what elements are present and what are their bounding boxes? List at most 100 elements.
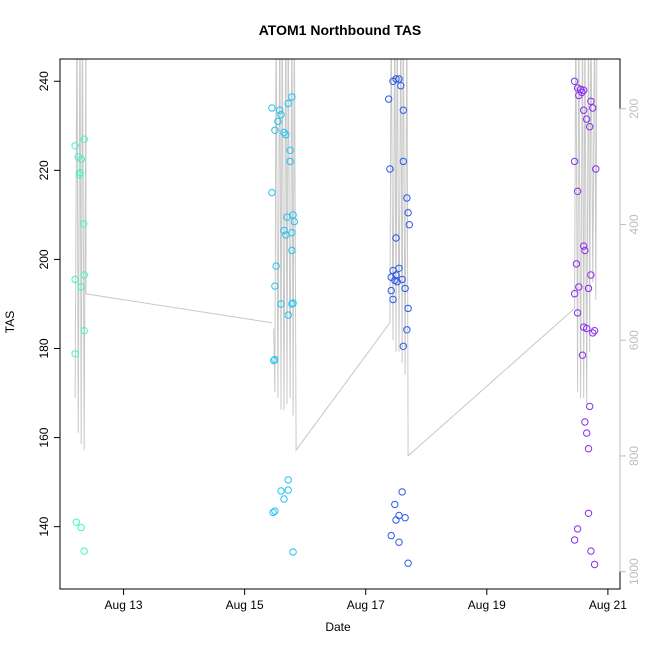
data-points — [71, 75, 600, 569]
data-point — [586, 402, 594, 411]
data-point — [276, 106, 284, 114]
data-point — [403, 194, 411, 202]
data-point — [386, 165, 394, 173]
data-point — [282, 131, 290, 139]
data-point — [277, 487, 285, 495]
altitude-line — [389, 59, 575, 458]
data-point — [268, 104, 276, 112]
x-axis-label: Date — [325, 620, 351, 634]
data-point — [284, 476, 292, 484]
data-point — [284, 486, 292, 494]
x-axis: Aug 13 Aug 15 Aug 17 Aug 19 Aug 21 — [105, 589, 627, 612]
altitude-line — [74, 59, 272, 451]
data-point — [404, 304, 412, 313]
data-point — [271, 282, 279, 290]
x-tick-label: Aug 21 — [589, 598, 627, 612]
data-point — [76, 168, 84, 177]
right-tick-label: 600 — [627, 330, 641, 350]
data-point — [404, 209, 412, 217]
data-point — [392, 234, 400, 242]
data-point — [288, 93, 296, 101]
data-point — [398, 275, 406, 284]
data-point — [399, 342, 407, 350]
data-point — [271, 507, 279, 515]
data-point — [398, 488, 406, 496]
data-point — [401, 514, 409, 522]
plot-frame — [59, 58, 621, 590]
y-tick-label: 140 — [37, 516, 51, 536]
data-point — [575, 283, 583, 291]
data-point — [387, 286, 395, 295]
data-point — [586, 123, 594, 131]
data-point — [581, 246, 589, 255]
data-point — [590, 560, 599, 569]
data-point — [573, 187, 582, 196]
data-point — [392, 75, 400, 83]
data-point — [581, 418, 589, 426]
data-point — [584, 445, 593, 453]
data-point — [570, 536, 579, 544]
data-point — [288, 246, 296, 255]
y-tick-label: 160 — [37, 427, 51, 447]
data-point — [395, 511, 403, 520]
data-point — [580, 106, 588, 114]
data-point — [79, 220, 88, 228]
data-point — [587, 271, 595, 279]
data-point — [77, 155, 85, 163]
data-point — [395, 264, 403, 272]
data-point — [286, 157, 294, 166]
data-point — [277, 300, 285, 308]
data-point — [401, 284, 409, 293]
data-point — [284, 311, 292, 319]
data-point — [71, 142, 79, 150]
data-point — [280, 128, 288, 137]
data-point — [271, 355, 279, 364]
data-point — [570, 290, 579, 298]
data-point — [397, 82, 405, 90]
data-point — [271, 126, 279, 135]
data-point — [80, 547, 88, 555]
data-point — [284, 99, 292, 108]
data-point — [583, 429, 591, 437]
data-point — [274, 117, 282, 126]
data-point — [77, 523, 85, 532]
data-point — [288, 229, 296, 237]
data-point — [578, 351, 587, 359]
data-point — [580, 86, 588, 94]
data-point — [580, 242, 588, 250]
data-point — [584, 509, 593, 517]
data-point — [71, 275, 79, 284]
data-point — [573, 525, 582, 533]
data-point — [268, 188, 276, 197]
data-point — [395, 538, 403, 546]
data-point — [590, 327, 599, 335]
data-point — [392, 516, 400, 524]
data-point — [80, 271, 88, 279]
y-axis-label: TAS — [3, 311, 17, 333]
data-point — [389, 295, 397, 304]
data-point — [286, 146, 294, 155]
data-point — [570, 157, 579, 166]
data-point — [573, 309, 582, 317]
data-point — [277, 111, 285, 119]
data-point — [288, 300, 296, 308]
altitude-lines — [74, 59, 598, 458]
y-tick-label: 220 — [37, 160, 51, 180]
data-point — [399, 106, 407, 114]
data-point — [392, 271, 400, 279]
data-point — [270, 356, 278, 365]
data-point — [583, 115, 591, 123]
right-axis: 200 400 600 800 1000 — [619, 98, 641, 585]
chart-title: ATOM1 Northbound TAS — [259, 22, 422, 38]
data-point — [77, 283, 85, 291]
y-axis: 140 160 180 200 220 240 — [37, 71, 60, 537]
y-tick-label: 240 — [37, 71, 51, 91]
data-point — [395, 75, 403, 83]
y-tick-label: 180 — [37, 338, 51, 358]
data-point — [572, 260, 581, 268]
data-point — [290, 217, 298, 226]
data-point — [584, 284, 593, 293]
data-point — [272, 262, 280, 270]
x-tick-label: Aug 15 — [226, 598, 264, 612]
